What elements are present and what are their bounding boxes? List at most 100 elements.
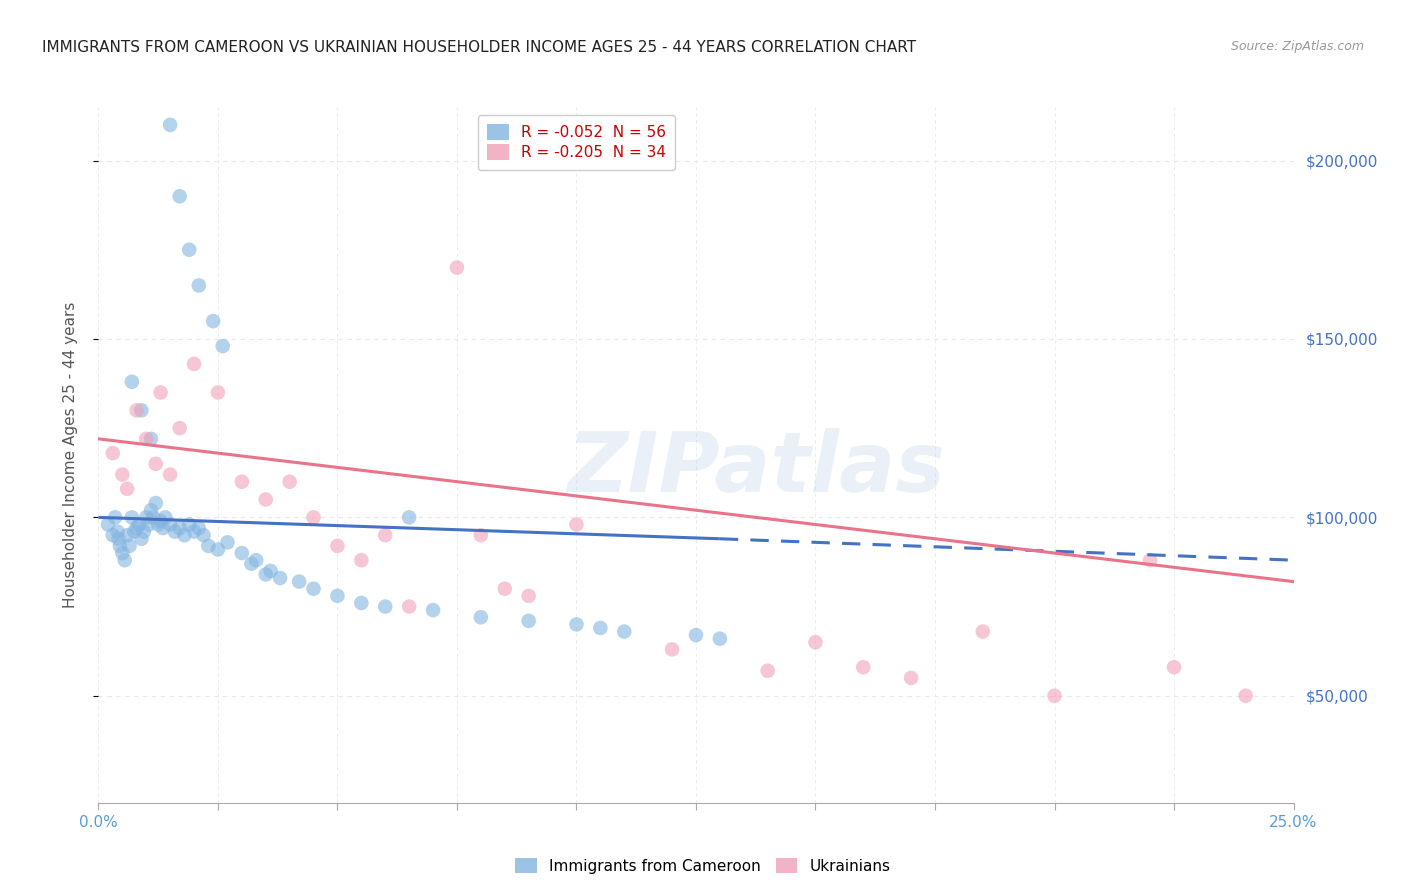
Point xyxy=(245,553,267,567)
Point xyxy=(118,539,141,553)
Point xyxy=(804,635,827,649)
Y-axis label: Householder Income Ages 25 - 44 years: Householder Income Ages 25 - 44 years xyxy=(63,301,77,608)
Point xyxy=(115,528,138,542)
Point xyxy=(159,517,181,532)
Point xyxy=(155,510,177,524)
Point xyxy=(202,314,225,328)
Point xyxy=(398,599,420,614)
Point xyxy=(470,610,492,624)
Point xyxy=(259,564,281,578)
Point xyxy=(115,482,138,496)
Point xyxy=(709,632,731,646)
Point xyxy=(183,357,205,371)
Point xyxy=(169,421,191,435)
Point xyxy=(179,517,201,532)
Point xyxy=(135,432,157,446)
Point xyxy=(1234,689,1257,703)
Point xyxy=(139,503,162,517)
Point xyxy=(900,671,922,685)
Point xyxy=(142,510,165,524)
Point xyxy=(1163,660,1185,674)
Point xyxy=(661,642,683,657)
Point xyxy=(173,528,195,542)
Point xyxy=(138,517,160,532)
Point xyxy=(187,521,209,535)
Point xyxy=(756,664,779,678)
Point xyxy=(125,403,148,417)
Point xyxy=(852,660,875,674)
Point xyxy=(470,528,492,542)
Point xyxy=(179,243,201,257)
Point xyxy=(135,510,157,524)
Point xyxy=(169,521,191,535)
Point xyxy=(240,557,263,571)
Point xyxy=(350,596,373,610)
Point xyxy=(517,614,540,628)
Point xyxy=(302,510,325,524)
Point xyxy=(108,539,131,553)
Point xyxy=(104,510,127,524)
Point xyxy=(422,603,444,617)
Point xyxy=(125,521,148,535)
Point xyxy=(131,403,153,417)
Text: IMMIGRANTS FROM CAMEROON VS UKRAINIAN HOUSEHOLDER INCOME AGES 25 - 44 YEARS CORR: IMMIGRANTS FROM CAMEROON VS UKRAINIAN HO… xyxy=(42,40,917,55)
Point xyxy=(159,467,181,482)
Point xyxy=(685,628,707,642)
Text: ZIPatlas: ZIPatlas xyxy=(567,428,945,509)
Point xyxy=(589,621,612,635)
Point xyxy=(159,118,181,132)
Point xyxy=(517,589,540,603)
Point xyxy=(107,524,129,539)
Point xyxy=(972,624,994,639)
Point xyxy=(217,535,239,549)
Text: Source: ZipAtlas.com: Source: ZipAtlas.com xyxy=(1230,40,1364,54)
Point xyxy=(1139,553,1161,567)
Point xyxy=(111,467,134,482)
Point xyxy=(565,517,588,532)
Point xyxy=(288,574,311,589)
Point xyxy=(149,514,172,528)
Point xyxy=(278,475,301,489)
Point xyxy=(197,539,219,553)
Point xyxy=(187,278,209,293)
Point xyxy=(374,599,396,614)
Point xyxy=(111,546,134,560)
Point xyxy=(446,260,468,275)
Point xyxy=(107,532,129,546)
Point xyxy=(121,510,143,524)
Point xyxy=(565,617,588,632)
Point xyxy=(101,446,124,460)
Point xyxy=(207,385,229,400)
Point xyxy=(207,542,229,557)
Point xyxy=(302,582,325,596)
Point xyxy=(326,589,349,603)
Point xyxy=(613,624,636,639)
Legend: R = -0.052  N = 56, R = -0.205  N = 34: R = -0.052 N = 56, R = -0.205 N = 34 xyxy=(478,115,675,169)
Point xyxy=(211,339,233,353)
Point xyxy=(128,517,150,532)
Point xyxy=(398,510,420,524)
Point xyxy=(149,385,172,400)
Point xyxy=(254,567,277,582)
Point xyxy=(97,517,120,532)
Point xyxy=(494,582,516,596)
Point xyxy=(124,524,146,539)
Point xyxy=(254,492,277,507)
Point xyxy=(114,553,136,567)
Point xyxy=(101,528,124,542)
Point xyxy=(231,546,253,560)
Point xyxy=(183,524,205,539)
Legend: Immigrants from Cameroon, Ukrainians: Immigrants from Cameroon, Ukrainians xyxy=(509,852,897,880)
Point xyxy=(169,189,191,203)
Point xyxy=(374,528,396,542)
Point xyxy=(152,521,174,535)
Point xyxy=(139,432,162,446)
Point xyxy=(145,457,167,471)
Point xyxy=(131,532,153,546)
Point xyxy=(145,496,167,510)
Point xyxy=(163,524,186,539)
Point xyxy=(1043,689,1066,703)
Point xyxy=(231,475,253,489)
Point xyxy=(148,517,170,532)
Point xyxy=(350,553,373,567)
